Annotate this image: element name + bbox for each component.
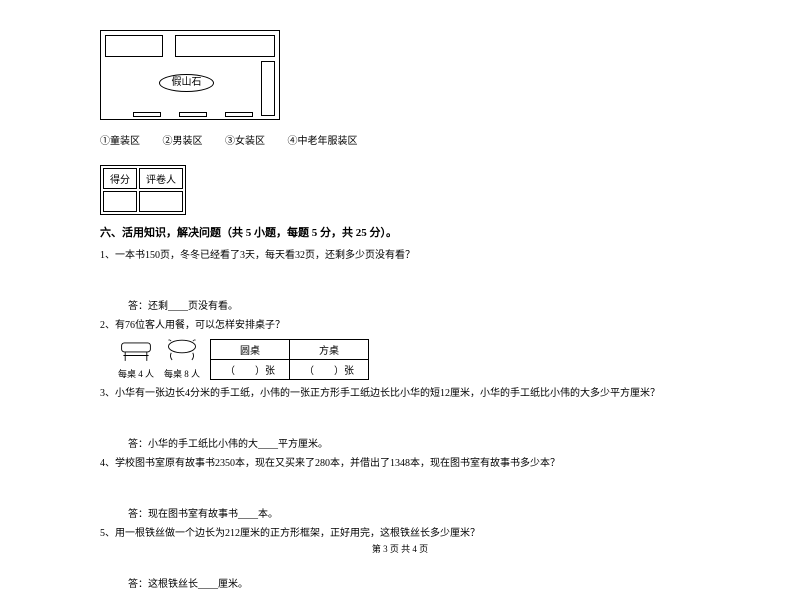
answer-5: 答：这根铁丝长____厘米。 — [128, 575, 700, 590]
option-3: ③女装区 — [225, 136, 265, 147]
grader-cell — [139, 191, 183, 212]
diagram-bar-3 — [225, 112, 253, 117]
option-2: ②男装区 — [163, 136, 203, 147]
diagram-box-2 — [175, 35, 275, 57]
question-4: 4、学校图书室原有故事书2350本，现在又买来了280本，并借出了1348本，现… — [100, 456, 700, 471]
diagram-oval: 假山石 — [159, 74, 214, 92]
square-table-label: 每桌 4 人 — [118, 367, 154, 380]
round-table-label: 每桌 8 人 — [164, 367, 200, 380]
page-footer: 第 3 页 共 4 页 — [0, 542, 800, 555]
question-1: 1、一本书150页，冬冬已经看了3天，每天看32页，还剩多少页没有看？ — [100, 248, 700, 263]
option-4: ④中老年服装区 — [288, 136, 358, 147]
seat-cell-2: （ ）张 — [290, 360, 369, 380]
seat-header-2: 方桌 — [290, 340, 369, 360]
seating-section: 每桌 4 人 每桌 8 人 圆桌 方桌 （ ）张 （ ）张 — [118, 337, 700, 380]
score-cell — [103, 191, 137, 212]
options-line: ①童装区 ②男装区 ③女装区 ④中老年服装区 — [100, 132, 700, 147]
square-table-icon: 每桌 4 人 — [118, 337, 154, 380]
round-table-icon: 每桌 8 人 — [164, 337, 200, 380]
answer-1: 答：还剩____页没有看。 — [128, 297, 700, 312]
question-3: 3、小华有一张边长4分米的手工纸，小伟的一张正方形手工纸边长比小华的短12厘米，… — [100, 386, 700, 401]
question-2: 2、有76位客人用餐，可以怎样安排桌子？ — [100, 318, 700, 333]
diagram-box-3 — [261, 61, 275, 116]
score-table: 得分 评卷人 — [100, 165, 186, 215]
diagram-bar-1 — [133, 112, 161, 117]
option-1: ①童装区 — [100, 136, 140, 147]
seat-cell-1: （ ）张 — [211, 360, 290, 380]
score-label: 得分 — [103, 168, 137, 189]
answer-3: 答：小华的手工纸比小伟的大____平方厘米。 — [128, 435, 700, 450]
diagram-box-1 — [105, 35, 163, 57]
seat-header-1: 圆桌 — [211, 340, 290, 360]
section-title: 六、活用知识，解决问题（共 5 小题，每题 5 分，共 25 分）。 — [100, 224, 700, 240]
answer-4: 答：现在图书室有故事书____本。 — [128, 505, 700, 520]
question-5: 5、用一根铁丝做一个边长为212厘米的正方形框架，正好用完，这根铁丝长多少厘米？ — [100, 526, 700, 541]
grader-label: 评卷人 — [139, 168, 183, 189]
diagram-bar-2 — [179, 112, 207, 117]
floor-plan-diagram: 假山石 — [100, 30, 280, 120]
seating-table: 圆桌 方桌 （ ）张 （ ）张 — [210, 339, 369, 380]
diagram-bottom-bars — [133, 112, 253, 117]
